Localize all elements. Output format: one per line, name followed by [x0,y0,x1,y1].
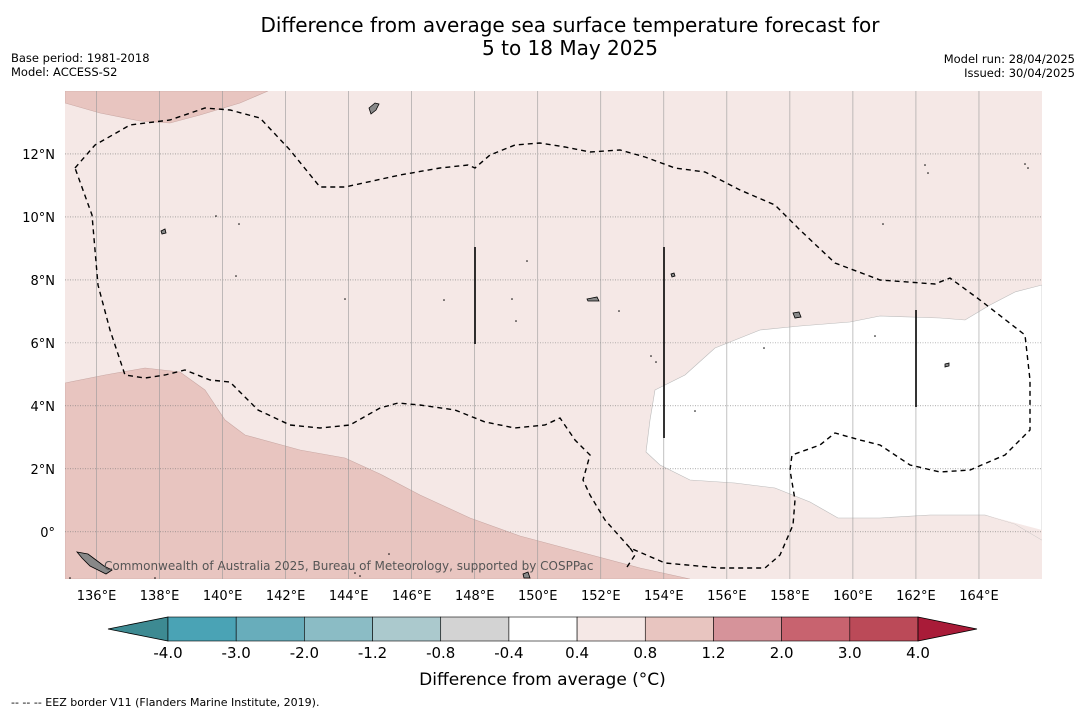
gridlines [65,91,1042,579]
copyright-text: Commonwealth of Australia 2025, Bureau o… [104,559,594,573]
issued-text: Issued: 30/04/2025 [964,66,1075,80]
island-4 [792,311,802,319]
model-text: Model: ACCESS-S2 [11,65,118,79]
colorbar-segment [235,616,305,642]
colorbar-segment [440,616,510,642]
lon-tick-label: 160°E [833,589,873,604]
island-6 [944,362,950,368]
colorbar-tick-label: -0.8 [426,644,455,662]
lon-tick-label: 146°E [392,589,432,604]
colorbar-tick-label: 4.0 [906,644,930,662]
anomaly-sliver [985,515,1042,540]
map-area [65,91,1042,579]
colorbar-segment [644,616,714,642]
lat-tick-label: 12°N [22,148,55,163]
lon-tick-label: 164°E [959,589,999,604]
model-run-text: Model run: 28/04/2025 [943,52,1075,66]
eez-borders [74,107,1031,571]
meridian-segments [474,247,917,438]
lon-tick-label: 150°E [518,589,558,604]
lon-tick-label: 142°E [266,589,306,604]
island-dots [69,163,1029,579]
eez-border-tail [624,547,636,571]
eez-border-main [74,107,1031,569]
island-2 [160,228,167,235]
colorbar-tick-label: -1.2 [358,644,387,662]
lon-tick-label: 136°E [77,589,117,604]
colorbar-label: Difference from average (°C) [419,670,666,690]
colorbar-tick-label: -2.0 [290,644,319,662]
island-7 [75,551,113,575]
latitude-labels: 12°N 10°N 8°N 6°N 4°N 2°N 0° [22,148,55,541]
lon-tick-label: 156°E [707,589,747,604]
colorbar-tick-labels: -4.0 -3.0 -2.0 -1.2 -0.8 -0.4 0.4 0.8 1.2 2.0 3.0 4… [153,644,930,662]
base-period-text: Base period: 1981-2018 [11,51,150,65]
lat-tick-label: 2°N [31,463,56,478]
lon-tick-label: 140°E [203,589,243,604]
colorbar-segments [167,616,919,642]
lon-tick-label: 162°E [896,589,936,604]
colorbar-tick-label: -4.0 [153,644,182,662]
lon-tick-label: 144°E [329,589,369,604]
colorbar-tick-label: 3.0 [838,644,862,662]
lon-tick-label: 148°E [455,589,495,604]
anomaly-region-warm-south [65,367,691,579]
island-5 [670,272,676,278]
colorbar-tick-label: 2.0 [770,644,794,662]
colorbar-low-extend [107,616,169,642]
meta-left: Base period: 1981-2018 Model: ACCESS-S2 [11,51,150,79]
colorbar-tick-label: 1.2 [702,644,726,662]
colorbar-segment [849,616,919,642]
colorbar-segment [781,616,851,642]
title-line-2: 5 to 18 May 2025 [482,36,658,60]
anomaly-patch-warm-north [65,91,269,124]
lat-tick-label: 0° [40,526,55,541]
colorbar-tick-label: 0.4 [565,644,589,662]
island-8 [522,571,531,579]
island-1 [368,102,380,115]
title-line-1: Difference from average sea surface temp… [260,13,880,37]
islands [75,102,950,579]
chart-title: Difference from average sea surface temp… [0,14,1085,60]
colorbar-tick-label: 0.8 [633,644,657,662]
colorbar-segment [508,616,578,642]
meta-right: Model run: 28/04/2025 Issued: 30/04/2025 [944,52,1075,80]
lon-tick-label: 152°E [581,589,621,604]
colorbar-high-extend [917,616,978,642]
lat-tick-label: 8°N [31,274,56,289]
colorbar-segment [576,616,646,642]
colorbar-tick-label: -3.0 [222,644,251,662]
colorbar-segment [372,616,442,642]
longitude-labels: 136°E 138°E 140°E 142°E 144°E 146°E 148°E 150°E… [77,589,999,604]
colorbar-segment [304,616,373,642]
colorbar-segment [713,616,782,642]
lat-tick-label: 10°N [22,211,55,226]
colorbar-tick-label: -0.4 [494,644,523,662]
island-3 [586,296,600,302]
lat-tick-label: 4°N [31,400,56,415]
lon-tick-label: 154°E [644,589,684,604]
lon-tick-label: 158°E [770,589,810,604]
eez-footnote: -- -- -- EEZ border V11 (Flanders Marine… [11,696,320,709]
lon-tick-label: 138°E [140,589,180,604]
colorbar-segment [167,616,237,642]
lat-tick-label: 6°N [31,337,56,352]
